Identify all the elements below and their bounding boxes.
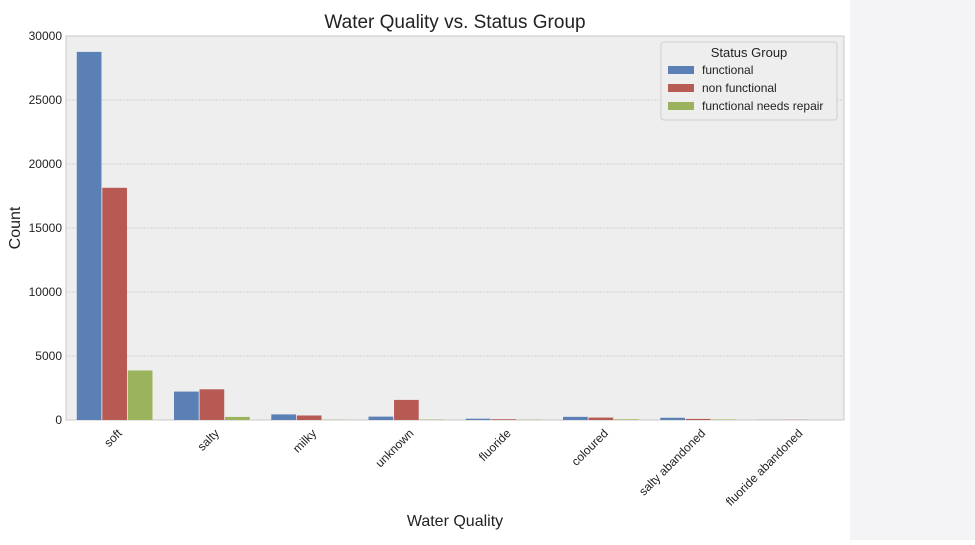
bar-soft-functional [77, 52, 102, 420]
side-margin [850, 0, 975, 540]
legend-title: Status Group [711, 45, 788, 60]
bar-salty-functional [174, 392, 199, 420]
bar-salty-abandoned-non-functional [686, 419, 711, 420]
bar-milky-non-functional [297, 415, 322, 420]
chart-figure: 0 5000 10000 15000 20000 25000 30000 soft salty… [0, 0, 850, 540]
bar-salty-functional-needs-repair [225, 417, 250, 420]
legend-label: non functional [702, 81, 777, 95]
bar-milky-functional [271, 414, 296, 420]
y-tick-label: 0 [55, 413, 62, 427]
x-tick-label: coloured [569, 426, 611, 468]
bar-chart: 0 5000 10000 15000 20000 25000 30000 soft salty… [0, 0, 850, 540]
x-tick-label: fluoride [476, 426, 514, 464]
x-axis-ticks: soft salty milky unknown fluoride coloured sal… [101, 426, 805, 509]
legend-label: functional [702, 63, 753, 77]
y-tick-label: 10000 [29, 285, 63, 299]
legend-swatch [668, 102, 694, 110]
x-tick-label: fluoride abandoned [723, 426, 806, 509]
y-tick-label: 20000 [29, 157, 63, 171]
bar-fluoride-functional [466, 419, 491, 420]
bar-fluoride-non-functional [491, 419, 516, 420]
bar-coloured-functional-needs-repair [614, 419, 639, 420]
legend-label: functional needs repair [702, 99, 823, 113]
y-tick-label: 25000 [29, 93, 63, 107]
x-tick-label: salty [195, 426, 222, 453]
chart-title: Water Quality vs. Status Group [324, 12, 585, 33]
x-tick-label: milky [290, 426, 319, 455]
bar-salty-non-functional [200, 389, 225, 420]
bar-salty-abandoned-functional-needs-repair [711, 419, 736, 420]
legend: Status Group functional non functional fun… [661, 42, 837, 120]
bar-unknown-functional [369, 417, 394, 420]
y-tick-label: 15000 [29, 221, 63, 235]
x-axis-label: Water Quality [407, 513, 503, 530]
legend-swatch [668, 84, 694, 92]
x-tick-label: unknown [373, 426, 417, 470]
legend-swatch [668, 66, 694, 74]
y-axis-label: Count [7, 206, 24, 249]
y-axis-ticks: 0 5000 10000 15000 20000 25000 30000 [29, 29, 63, 427]
bar-coloured-functional [563, 417, 588, 420]
y-tick-label: 5000 [35, 349, 62, 363]
x-tick-label: salty abandoned [636, 426, 708, 498]
bar-coloured-non-functional [589, 418, 614, 420]
bar-soft-non-functional [102, 188, 127, 420]
x-tick-label: soft [101, 426, 125, 450]
bar-salty-abandoned-functional [660, 418, 685, 420]
bar-soft-functional-needs-repair [128, 370, 153, 420]
bar-unknown-non-functional [394, 400, 419, 420]
y-tick-label: 30000 [29, 29, 63, 43]
